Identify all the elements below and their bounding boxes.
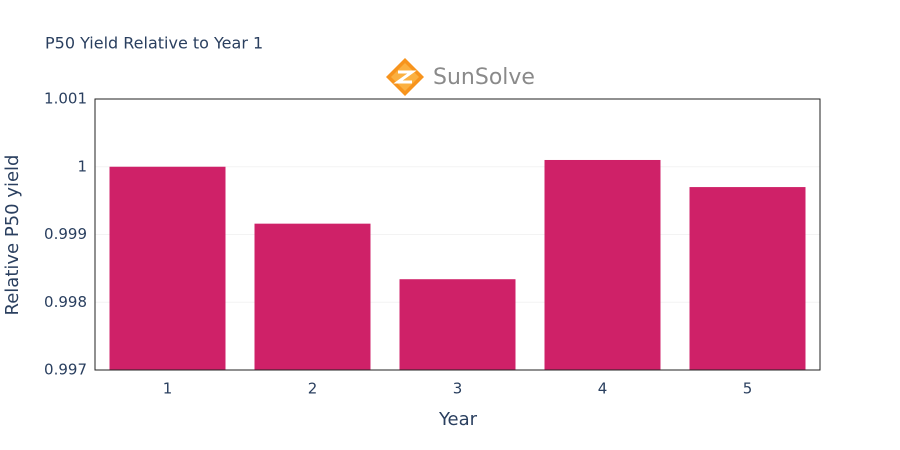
x-tick-label: 5 <box>743 380 753 398</box>
x-tick-label: 4 <box>598 380 608 398</box>
logo-text: SunSolve <box>433 65 535 90</box>
chart-title: P50 Yield Relative to Year 1 <box>45 34 263 53</box>
y-tick-label: 1 <box>77 157 87 175</box>
plot-frame <box>94 98 821 371</box>
bar <box>689 187 806 370</box>
bar <box>544 159 661 370</box>
y-tick-label: 0.998 <box>44 293 87 311</box>
x-tick-label: 2 <box>308 380 318 398</box>
y-tick-label: 0.997 <box>44 361 87 379</box>
y-tick-label: 1.001 <box>44 90 87 108</box>
bar <box>254 223 371 370</box>
bar <box>399 279 516 370</box>
x-tick-label: 3 <box>453 380 463 398</box>
y-tick-label: 0.999 <box>44 225 87 243</box>
x-axis-label: Year <box>438 409 478 430</box>
x-tick-label: 1 <box>163 380 173 398</box>
y-axis-label: Relative P50 yield <box>2 155 23 316</box>
bar <box>109 166 226 370</box>
logo-icon <box>386 58 424 96</box>
